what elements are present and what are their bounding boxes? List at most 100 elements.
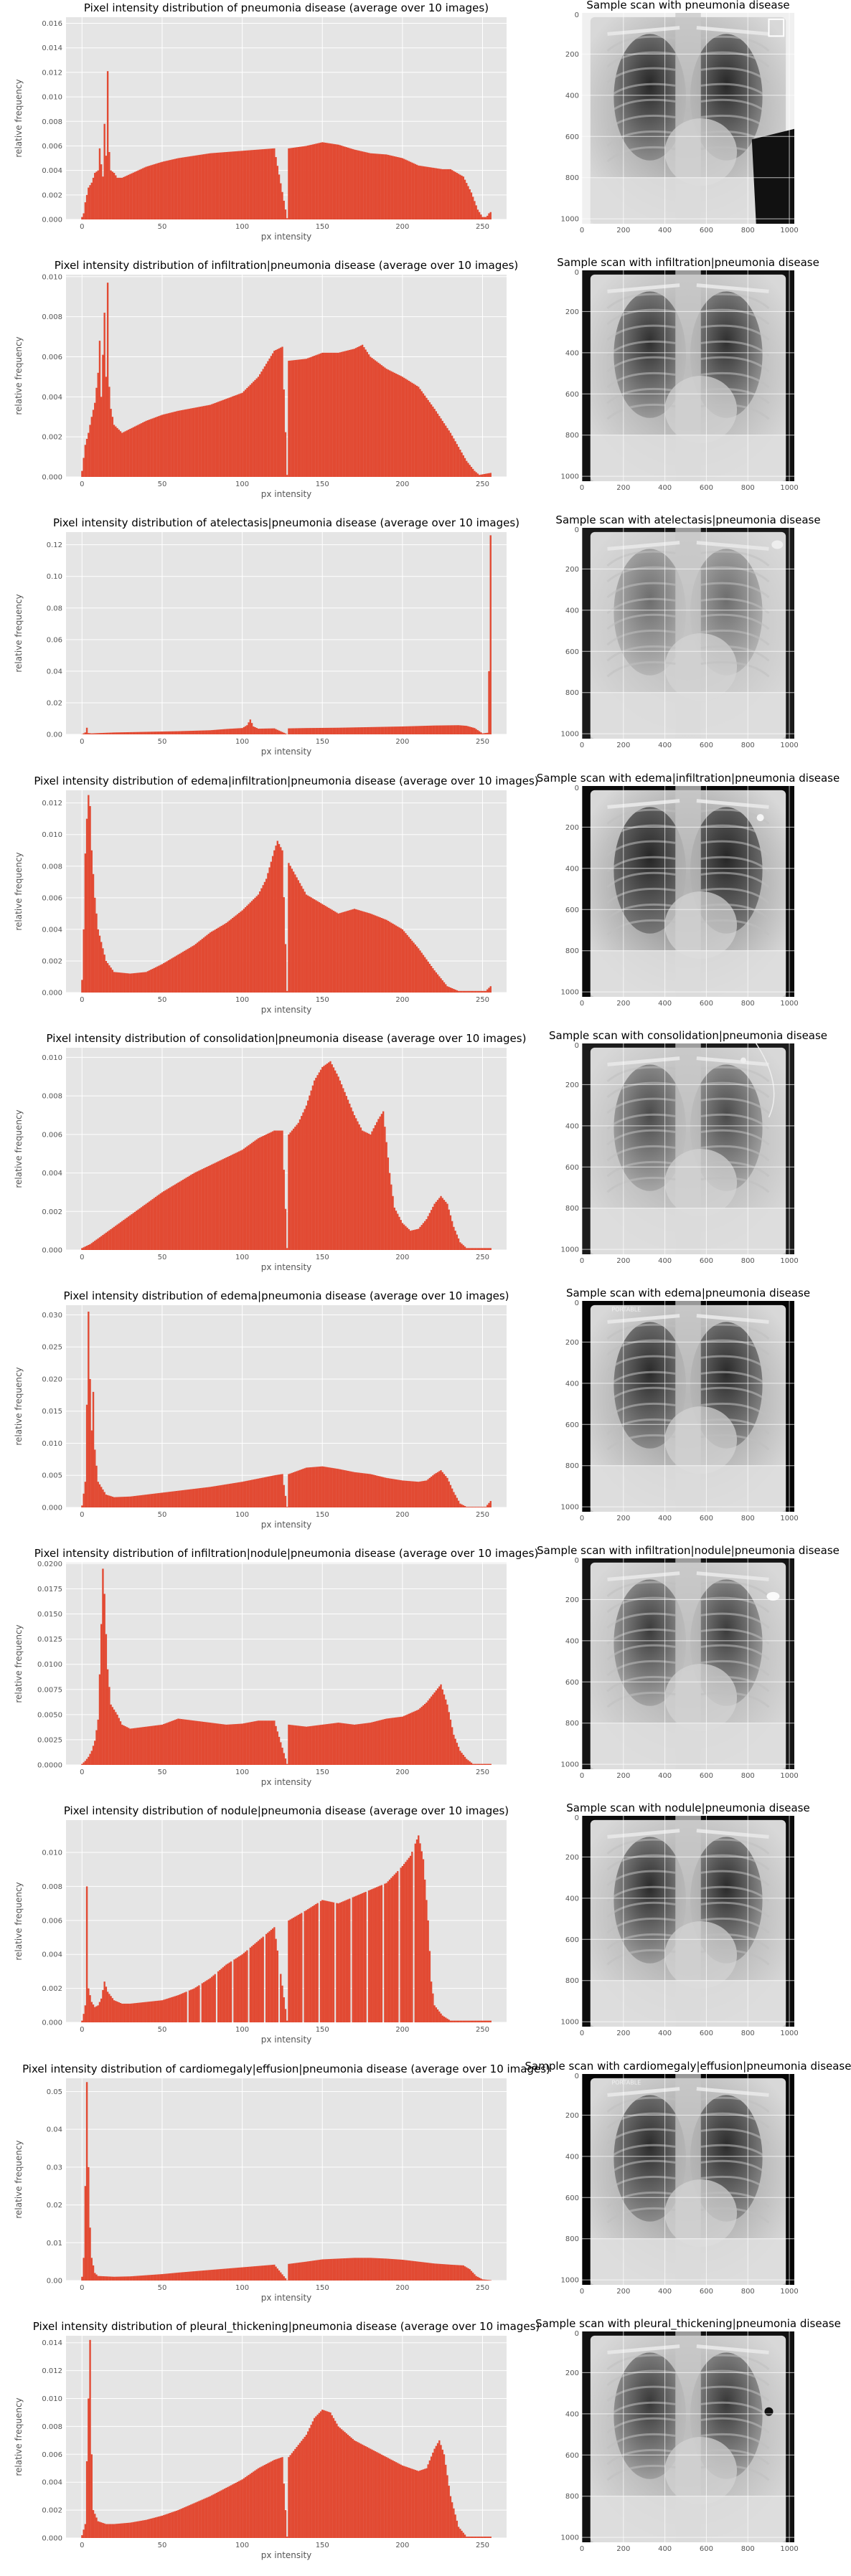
histogram-bar [397, 374, 399, 478]
histogram-bar [156, 2516, 159, 2538]
histogram-bar [395, 1872, 398, 2023]
histogram-bar [483, 1248, 486, 1250]
histogram-bar [445, 2263, 447, 2281]
histogram-bar [187, 2506, 189, 2538]
histogram-bar [227, 2486, 229, 2538]
histogram-bar [198, 941, 200, 993]
histogram-bar [260, 1477, 263, 1507]
histogram-bar [253, 1479, 255, 1507]
histogram-bar [411, 1481, 413, 1507]
histogram-bar [420, 2261, 423, 2281]
histogram-bar [398, 2259, 400, 2281]
histogram-bar [119, 1222, 122, 1250]
histogram-bar [276, 166, 278, 219]
histogram-bar [284, 209, 287, 219]
histogram-bar [305, 1467, 308, 1507]
histogram-bar [222, 152, 225, 219]
histogram-bar [98, 148, 101, 219]
heart-shadow [664, 1406, 738, 1474]
histogram-bar [81, 2021, 83, 2023]
histogram-bar [110, 2276, 112, 2281]
histogram-bar [474, 1763, 476, 1766]
histogram-bar [194, 1987, 197, 2023]
abdomen-region [590, 950, 786, 997]
histogram-bar [145, 731, 147, 735]
histogram-bar [366, 2446, 369, 2538]
clavicle [607, 1829, 680, 1839]
scan-y-tick-label: 600 [565, 1679, 579, 1687]
histogram-bar [209, 1978, 212, 2023]
histogram-bar [310, 1726, 312, 1766]
histogram-bar [225, 2268, 227, 2281]
histogram-bar [133, 2521, 136, 2538]
histogram-bar [199, 1721, 202, 1766]
rib [606, 887, 676, 904]
histogram-bar [298, 1469, 301, 1507]
rib [700, 1386, 770, 1403]
histogram-bar [90, 2002, 93, 2023]
histogram-bar [275, 1725, 277, 1766]
histogram-bar [280, 1130, 282, 1250]
histogram-bar [305, 728, 308, 735]
histogram-bar [435, 1201, 438, 1250]
histogram-bar [427, 1921, 429, 2023]
histogram-bar [193, 2503, 195, 2538]
histogram-bar [271, 2264, 274, 2281]
histogram-bar [233, 729, 235, 735]
histogram-bar [441, 1472, 443, 1507]
histogram-bar [475, 205, 477, 219]
histogram-bar [243, 2478, 245, 2538]
histogram-bar [409, 938, 412, 993]
histogram-bar [390, 1478, 392, 1507]
histogram-bar [138, 972, 141, 993]
histogram-bar [352, 909, 354, 993]
histogram-bar [202, 730, 205, 735]
histogram-bar [365, 911, 367, 993]
scan-y-tick-label: 400 [565, 350, 579, 358]
histogram-bar [433, 726, 436, 735]
histogram-bar [464, 2021, 466, 2023]
histogram-bar [198, 2501, 200, 2538]
histogram-bar [332, 143, 335, 219]
histogram-bar [406, 160, 408, 219]
histogram-bar [461, 1504, 463, 1507]
histogram-bar [265, 2265, 268, 2281]
rib [700, 1612, 770, 1629]
histogram-bar [241, 151, 243, 219]
histogram-bar [297, 879, 300, 993]
histogram-bar [278, 2270, 281, 2281]
histogram-bar [211, 2269, 213, 2281]
y-tick-label: 0.010 [42, 2395, 62, 2403]
histogram-bar [464, 1756, 466, 1766]
histogram-bar [384, 367, 386, 478]
histogram-bar [95, 2006, 98, 2023]
histogram-bar [481, 1248, 484, 1250]
histogram-bar [89, 185, 91, 219]
histogram-bar [249, 719, 252, 735]
x-tick-label: 0 [80, 1768, 84, 1776]
histogram-bar [243, 908, 245, 993]
histogram-bar [334, 911, 337, 993]
histogram-bar [453, 1226, 455, 1250]
histogram-bar [419, 1708, 421, 1766]
histogram-bar [212, 1723, 215, 1766]
histogram-bar [129, 2276, 131, 2281]
histogram-bar [453, 988, 455, 993]
histogram-bar [328, 1062, 330, 1250]
histogram-bar [358, 1472, 360, 1507]
histogram-bar [449, 1484, 452, 1507]
y-tick-label: 0.0050 [37, 1712, 62, 1720]
histogram-bar [401, 158, 404, 219]
histogram-bar [100, 164, 103, 219]
histogram-bar [206, 1722, 208, 1766]
histogram-bar [488, 987, 490, 993]
histogram-bar [392, 156, 394, 219]
histogram-bar [206, 730, 208, 735]
histogram-bar [163, 2514, 165, 2538]
histogram-bar [385, 2258, 387, 2281]
x-tick-label: 200 [395, 738, 409, 746]
marker-dot [740, 1057, 746, 1064]
histogram-bar [361, 344, 364, 478]
scan-title: Sample scan with pleural_thickening|pneu… [535, 2317, 841, 2331]
histogram-bar [462, 455, 464, 478]
